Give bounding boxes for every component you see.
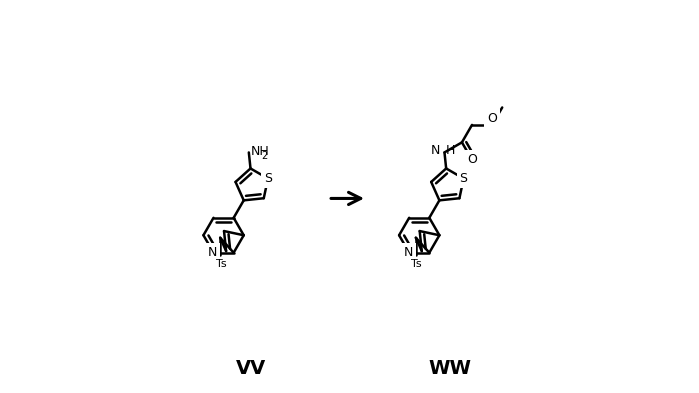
Text: N: N [208, 246, 217, 259]
Text: H: H [445, 143, 454, 156]
Text: VV: VV [236, 360, 266, 378]
Text: 2: 2 [261, 151, 268, 161]
Text: N: N [431, 143, 440, 156]
Text: N: N [404, 246, 413, 259]
Text: WW: WW [428, 360, 472, 378]
Text: Ts: Ts [215, 259, 226, 270]
Text: O: O [468, 152, 477, 165]
Text: O: O [487, 112, 497, 125]
Text: Ts: Ts [411, 259, 422, 270]
Text: S: S [264, 172, 272, 185]
Text: S: S [460, 172, 468, 185]
Text: NH: NH [250, 145, 269, 158]
